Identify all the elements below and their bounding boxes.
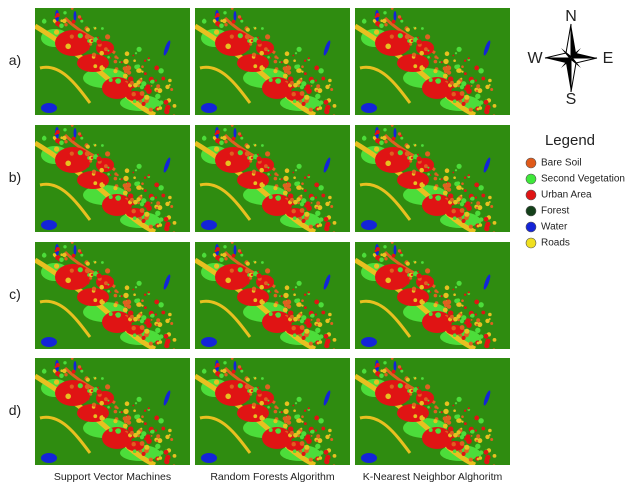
- compass: N S W E: [527, 8, 613, 108]
- legend-label: Roads: [541, 238, 570, 249]
- legend-label: Forest: [541, 206, 570, 217]
- compass-point: [561, 48, 571, 58]
- classification-map: [195, 111, 350, 238]
- classification-map: [35, 0, 190, 121]
- legend: Bare Soil Second Vegetation Urban Area Fore…: [525, 157, 625, 249]
- classification-map: [195, 228, 350, 355]
- legend-label: Bare Soil: [541, 158, 582, 169]
- legend-swatch: [525, 189, 537, 201]
- classification-map: [35, 228, 190, 355]
- compass-south: S: [566, 91, 577, 108]
- legend-label: Second Vegetation: [541, 174, 625, 185]
- classification-map: [355, 344, 510, 471]
- compass-east: E: [603, 50, 614, 67]
- row-label: b): [9, 169, 21, 185]
- compass-point: [571, 48, 581, 58]
- compass-north: N: [565, 8, 577, 25]
- row-label: a): [9, 52, 21, 68]
- map-grid: [35, 0, 510, 471]
- classification-map: [195, 344, 350, 471]
- row-label: c): [9, 286, 21, 302]
- classification-map: [35, 344, 190, 471]
- legend-swatch: [525, 221, 537, 233]
- compass-point: [566, 58, 571, 92]
- column-label: Random Forests Algorithm: [210, 471, 335, 483]
- legend-swatch: [525, 205, 537, 217]
- compass-point: [561, 58, 571, 68]
- classification-map: [355, 228, 510, 355]
- compass-point: [571, 58, 581, 68]
- classification-map: [355, 0, 510, 121]
- compass-point: [571, 53, 597, 58]
- classification-map: [355, 111, 510, 238]
- classification-map: [195, 0, 350, 121]
- legend-title: Legend: [545, 132, 595, 149]
- legend-label: Urban Area: [541, 190, 592, 201]
- row-label: d): [9, 402, 21, 418]
- column-label: Support Vector Machines: [54, 471, 171, 483]
- classification-map: [35, 111, 190, 238]
- legend-swatch: [525, 173, 537, 185]
- compass-west: W: [527, 50, 543, 67]
- compass-point: [571, 24, 576, 58]
- compass-point: [545, 58, 571, 63]
- legend-swatch: [525, 157, 537, 169]
- column-label: K-Nearest Neighbor Alghoritm: [363, 471, 503, 483]
- legend-swatch: [525, 237, 537, 249]
- legend-label: Water: [541, 222, 568, 233]
